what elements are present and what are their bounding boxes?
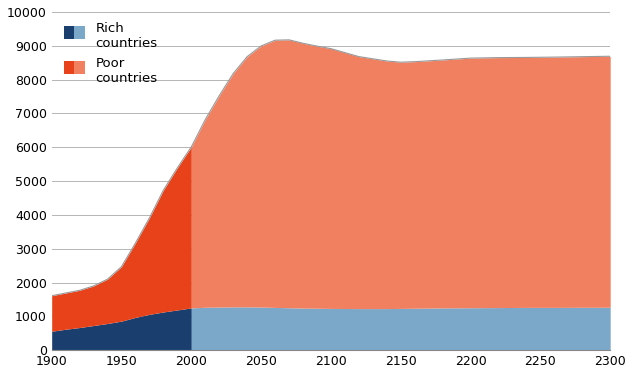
Legend: Rich
countries, Poor
countries: Rich countries, Poor countries [64, 22, 158, 84]
